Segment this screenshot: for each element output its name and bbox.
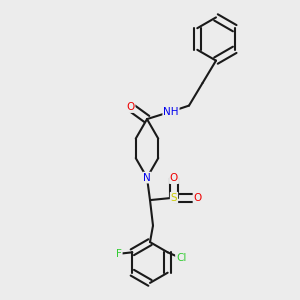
Text: F: F — [116, 249, 122, 259]
Text: N: N — [143, 172, 151, 183]
Text: O: O — [126, 102, 135, 112]
Text: S: S — [171, 193, 177, 203]
Text: O: O — [194, 193, 202, 203]
Text: O: O — [170, 173, 178, 183]
Text: NH: NH — [163, 106, 179, 117]
Text: Cl: Cl — [176, 253, 186, 263]
